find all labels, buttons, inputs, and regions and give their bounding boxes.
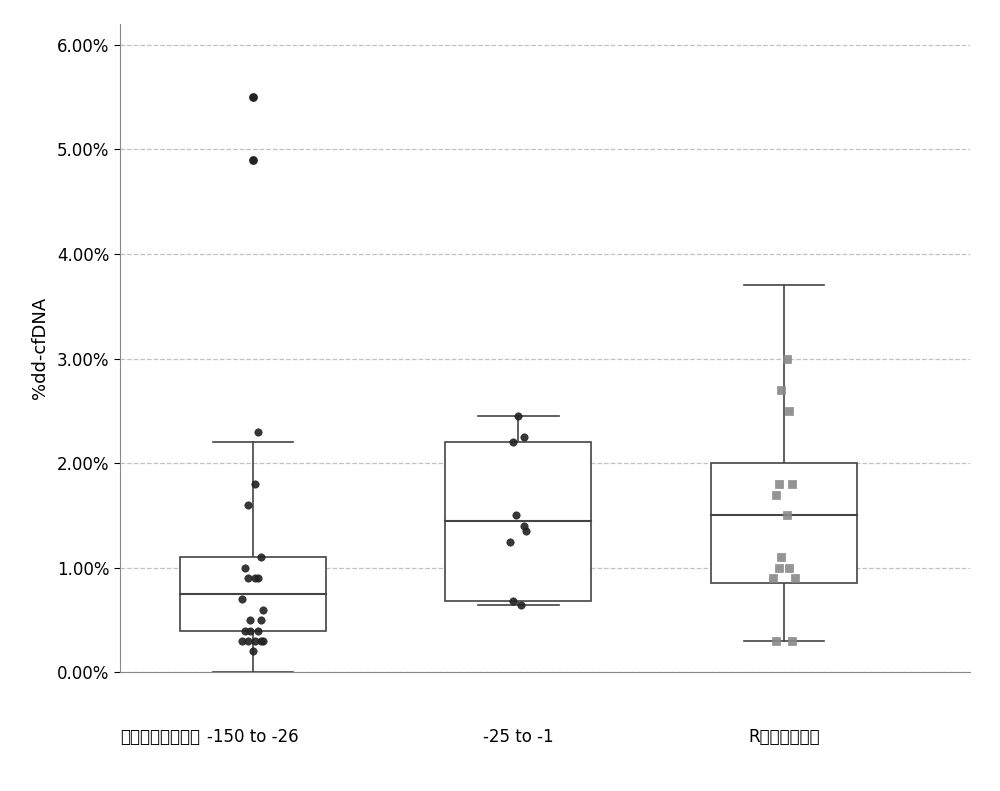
Y-axis label: %dd-cfDNA: %dd-cfDNA xyxy=(31,297,49,399)
Point xyxy=(242,624,258,637)
Text: 索引就诊前的天数: 索引就诊前的天数 xyxy=(120,728,200,746)
Point xyxy=(773,551,789,564)
Point xyxy=(234,634,250,647)
Point xyxy=(234,592,250,605)
Point xyxy=(237,624,253,637)
Point xyxy=(781,562,797,574)
Point xyxy=(779,509,795,522)
Point xyxy=(242,614,258,626)
Point xyxy=(250,426,266,438)
Point xyxy=(505,595,521,607)
Point xyxy=(247,634,263,647)
Point xyxy=(510,410,526,422)
Point xyxy=(502,536,518,548)
Point xyxy=(240,572,256,585)
Point xyxy=(784,478,800,490)
Point xyxy=(240,634,256,647)
Text: -150 to -26: -150 to -26 xyxy=(207,728,299,746)
Point xyxy=(787,572,803,585)
Point xyxy=(253,634,269,647)
Point xyxy=(771,478,787,490)
Point xyxy=(781,404,797,417)
Point xyxy=(768,488,784,501)
Point xyxy=(247,572,263,585)
Bar xyxy=(445,442,591,601)
Point xyxy=(250,624,266,637)
Point xyxy=(784,634,800,647)
Point xyxy=(253,551,269,564)
Point xyxy=(237,562,253,574)
Text: R（索引就诊）: R（索引就诊） xyxy=(748,728,820,746)
Point xyxy=(240,498,256,511)
Point xyxy=(516,520,532,532)
Point xyxy=(250,572,266,585)
Text: -25 to -1: -25 to -1 xyxy=(483,728,554,746)
Point xyxy=(518,524,534,537)
Point xyxy=(245,645,261,658)
Point xyxy=(247,478,263,490)
Point xyxy=(513,599,529,611)
Point xyxy=(255,634,271,647)
Point xyxy=(765,572,781,585)
Point xyxy=(768,634,784,647)
Point xyxy=(245,91,261,104)
Point xyxy=(245,153,261,166)
Point xyxy=(773,384,789,396)
Point xyxy=(771,562,787,574)
Point xyxy=(516,430,532,443)
Bar xyxy=(711,463,857,584)
Bar xyxy=(180,558,326,630)
Point xyxy=(255,604,271,616)
Point xyxy=(508,509,524,522)
Point xyxy=(253,614,269,626)
Point xyxy=(779,352,795,365)
Point xyxy=(505,436,521,448)
